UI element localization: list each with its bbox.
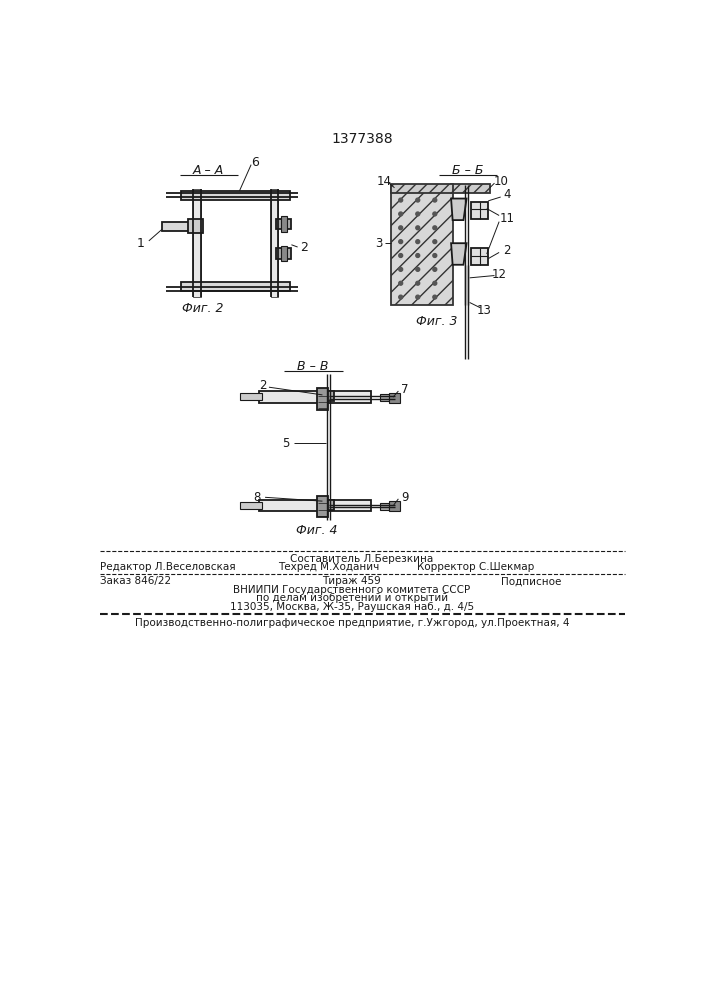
Text: Составитель Л.Березкина: Составитель Л.Березкина bbox=[291, 554, 433, 564]
Text: 1377388: 1377388 bbox=[331, 132, 393, 146]
Text: Корректор С.Шекмар: Корректор С.Шекмар bbox=[416, 562, 534, 572]
Circle shape bbox=[433, 198, 437, 202]
Bar bbox=[281, 216, 287, 232]
Text: 2: 2 bbox=[259, 379, 267, 392]
Text: 14: 14 bbox=[377, 175, 392, 188]
Text: 113035, Москва, Ж-35, Раушская наб., д. 4/5: 113035, Москва, Ж-35, Раушская наб., д. … bbox=[230, 602, 474, 612]
Text: 12: 12 bbox=[491, 267, 507, 280]
Bar bbox=[187, 219, 203, 233]
Bar bbox=[451, 184, 490, 193]
Bar bbox=[317, 496, 328, 517]
Text: 4: 4 bbox=[503, 188, 510, 201]
Circle shape bbox=[416, 281, 420, 285]
Circle shape bbox=[416, 198, 420, 202]
Circle shape bbox=[399, 226, 403, 230]
Circle shape bbox=[416, 295, 420, 299]
Text: 11: 11 bbox=[499, 212, 515, 225]
Bar bbox=[472, 248, 489, 265]
Bar bbox=[240, 502, 262, 509]
Bar bbox=[389, 393, 400, 403]
Text: 1: 1 bbox=[137, 237, 145, 250]
Circle shape bbox=[433, 254, 437, 257]
Bar bbox=[472, 202, 489, 219]
Bar bbox=[323, 391, 334, 401]
Polygon shape bbox=[451, 199, 467, 220]
Circle shape bbox=[416, 254, 420, 257]
Circle shape bbox=[399, 212, 403, 216]
Circle shape bbox=[399, 198, 403, 202]
Text: Заказ 846/22: Заказ 846/22 bbox=[100, 576, 171, 586]
Text: А – А: А – А bbox=[193, 164, 224, 177]
Bar bbox=[391, 184, 452, 193]
Bar bbox=[389, 501, 400, 511]
Bar bbox=[259, 500, 371, 511]
Polygon shape bbox=[451, 243, 467, 265]
Text: Подписное: Подписное bbox=[501, 576, 561, 586]
Text: 9: 9 bbox=[401, 491, 409, 504]
Text: Техред М.Ходанич: Техред М.Ходанич bbox=[278, 562, 379, 572]
Bar bbox=[391, 185, 452, 305]
Text: Тираж 459: Тираж 459 bbox=[322, 576, 381, 586]
Bar bbox=[323, 500, 334, 510]
Bar bbox=[271, 189, 279, 297]
Circle shape bbox=[433, 281, 437, 285]
Text: 13: 13 bbox=[477, 304, 491, 317]
Text: 2: 2 bbox=[300, 241, 308, 254]
Bar bbox=[162, 222, 194, 231]
Circle shape bbox=[399, 281, 403, 285]
Circle shape bbox=[433, 226, 437, 230]
Bar bbox=[193, 189, 201, 297]
Text: 2: 2 bbox=[503, 244, 510, 257]
Text: Фиг. 3: Фиг. 3 bbox=[416, 315, 458, 328]
Bar bbox=[182, 282, 290, 291]
Bar bbox=[281, 246, 287, 261]
Text: 6: 6 bbox=[251, 156, 259, 169]
Bar bbox=[317, 388, 328, 410]
Text: 3: 3 bbox=[375, 237, 382, 250]
Circle shape bbox=[416, 226, 420, 230]
Bar bbox=[240, 393, 262, 400]
Text: ВНИИПИ Государственного комитета СССР: ВНИИПИ Государственного комитета СССР bbox=[233, 585, 470, 595]
Text: В – В: В – В bbox=[298, 360, 329, 373]
Circle shape bbox=[399, 240, 403, 244]
Circle shape bbox=[416, 240, 420, 244]
Text: Редактор Л.Веселовская: Редактор Л.Веселовская bbox=[100, 562, 235, 572]
Circle shape bbox=[433, 295, 437, 299]
Circle shape bbox=[399, 254, 403, 257]
Bar bbox=[380, 394, 389, 401]
Bar bbox=[276, 219, 291, 229]
Text: Фиг. 2: Фиг. 2 bbox=[182, 302, 224, 315]
Text: 5: 5 bbox=[282, 437, 290, 450]
Circle shape bbox=[416, 212, 420, 216]
Text: Б – Б: Б – Б bbox=[452, 164, 484, 177]
Circle shape bbox=[433, 267, 437, 271]
Circle shape bbox=[399, 295, 403, 299]
Bar bbox=[380, 503, 389, 510]
Circle shape bbox=[399, 267, 403, 271]
Text: по делам изобретений и открытий: по делам изобретений и открытий bbox=[256, 593, 448, 603]
Circle shape bbox=[433, 240, 437, 244]
Bar bbox=[259, 391, 371, 403]
Bar bbox=[276, 248, 291, 259]
Circle shape bbox=[433, 212, 437, 216]
Text: Производственно-полиграфическое предприятие, г.Ужгород, ул.Проектная, 4: Производственно-полиграфическое предприя… bbox=[134, 618, 569, 628]
Text: 7: 7 bbox=[401, 383, 409, 396]
Text: 8: 8 bbox=[254, 491, 261, 504]
Text: Фиг. 4: Фиг. 4 bbox=[296, 524, 338, 537]
Text: 10: 10 bbox=[494, 175, 509, 188]
Circle shape bbox=[416, 267, 420, 271]
Bar bbox=[182, 191, 290, 200]
